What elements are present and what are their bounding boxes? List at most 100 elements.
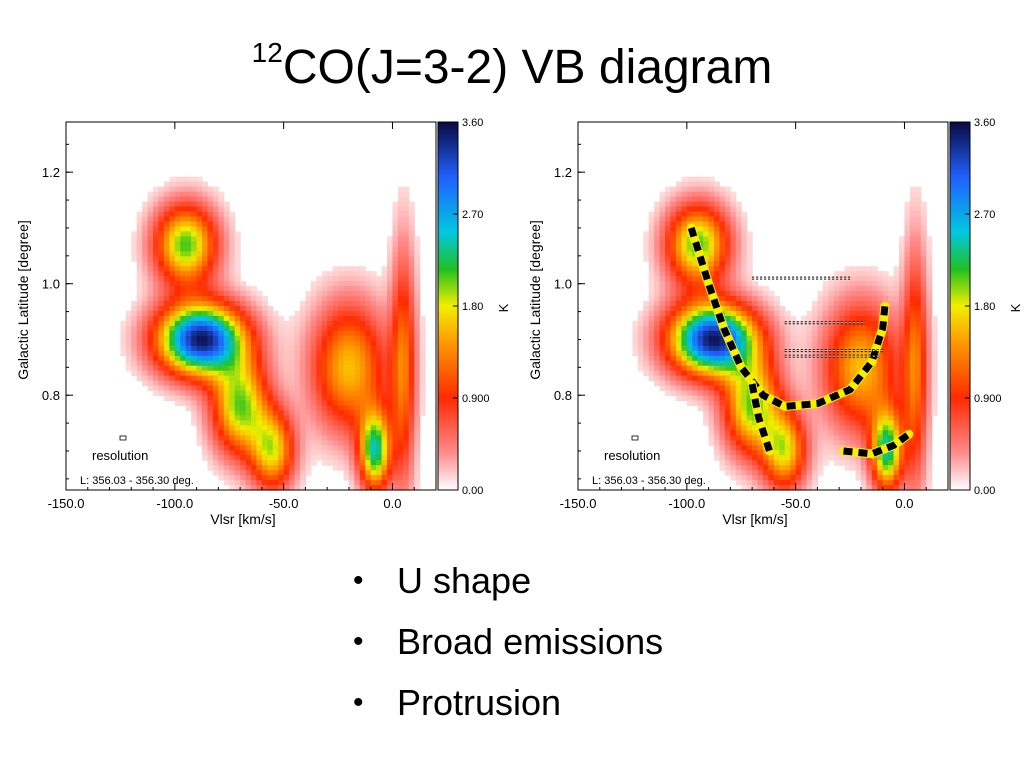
heatmap-cell <box>392 226 399 232</box>
heatmap-cell <box>904 306 911 312</box>
heatmap-cell <box>240 365 247 372</box>
heatmap-cell <box>643 306 650 312</box>
heatmap-cell <box>414 306 421 312</box>
heatmap-cell <box>931 330 938 337</box>
colorbar-tick-label: 2.70 <box>462 209 483 221</box>
heatmap-cell <box>855 325 862 332</box>
heatmap-cell <box>735 390 742 397</box>
heatmap-cell <box>703 415 710 421</box>
heatmap-cell <box>163 181 170 188</box>
heatmap-cell <box>681 350 688 357</box>
heatmap-cell <box>354 400 361 407</box>
heatmap-cell <box>654 221 661 228</box>
heatmap-cell <box>675 256 682 262</box>
heatmap-cell <box>882 365 889 372</box>
heatmap-cell <box>681 201 688 208</box>
heatmap-cell <box>866 430 873 436</box>
heatmap-cell <box>708 315 715 322</box>
heatmap-cell <box>839 360 846 367</box>
heatmap-cell <box>180 286 187 292</box>
heatmap-cell <box>746 236 753 242</box>
heatmap-cell <box>218 450 225 456</box>
heatmap-cell <box>665 236 672 242</box>
heatmap-cell <box>359 375 366 382</box>
heatmap-cell <box>261 405 268 412</box>
heatmap-cell <box>196 385 203 392</box>
heatmap-cell <box>915 211 922 218</box>
heatmap-cell <box>125 315 132 322</box>
heatmap-cell <box>321 425 328 431</box>
heatmap-cell <box>915 291 922 297</box>
heatmap-cell <box>370 385 377 392</box>
heatmap-cell <box>343 310 350 317</box>
heatmap-cell <box>387 380 394 387</box>
heatmap-cell <box>888 296 895 302</box>
heatmap-cell <box>321 276 328 282</box>
heatmap-cell <box>223 206 230 213</box>
heatmap-cell <box>327 335 334 342</box>
heatmap-cell <box>218 196 225 203</box>
heatmap-cell <box>207 365 214 372</box>
heatmap-cell <box>403 291 410 297</box>
heatmap-cell <box>234 410 241 416</box>
heatmap-cell <box>299 405 307 412</box>
heatmap-cell <box>240 450 247 456</box>
y-tick-label: 1.0 <box>554 277 572 292</box>
heatmap-cell <box>654 261 661 267</box>
heatmap-cell <box>169 340 176 347</box>
heatmap-cell <box>408 286 415 292</box>
heatmap-cell <box>855 296 862 302</box>
heatmap-cell <box>899 360 906 367</box>
heatmap-cell <box>218 340 225 347</box>
heatmap-cell <box>403 301 410 307</box>
heatmap-cell <box>136 256 143 262</box>
heatmap-cell <box>686 365 693 372</box>
heatmap-cell <box>212 380 219 387</box>
heatmap-cell <box>893 410 900 416</box>
heatmap-cell <box>310 301 317 307</box>
heatmap-cell <box>218 390 225 397</box>
heatmap-cell <box>730 380 737 387</box>
heatmap-cell <box>397 460 404 466</box>
heatmap-cell <box>370 301 377 307</box>
heatmap-cell <box>261 330 268 337</box>
heatmap-cell <box>153 191 160 198</box>
heatmap-cell <box>686 191 693 198</box>
heatmap-cell <box>871 286 878 292</box>
heatmap-cell <box>305 306 312 312</box>
heatmap-cell <box>397 455 404 461</box>
heatmap-cell <box>408 455 415 461</box>
heatmap-cell <box>196 251 203 257</box>
heatmap-cell <box>659 266 666 272</box>
heatmap-cell <box>893 470 900 476</box>
heatmap-cell <box>180 191 187 198</box>
heatmap-cell <box>153 196 160 203</box>
heatmap-cell <box>735 370 742 377</box>
heatmap-cell <box>741 271 748 277</box>
heatmap-cell <box>724 266 731 272</box>
heatmap-cell <box>915 390 922 397</box>
heatmap-cell <box>392 365 399 372</box>
heatmap-cell <box>665 276 672 282</box>
heatmap-cell <box>387 330 394 337</box>
heatmap-cell <box>299 470 307 476</box>
heatmap-cell <box>784 390 791 397</box>
heatmap-cell <box>866 445 873 451</box>
heatmap-cell <box>316 410 323 416</box>
heatmap-cell <box>724 470 731 476</box>
heatmap-cell <box>261 380 268 387</box>
heatmap-cell <box>240 320 247 327</box>
heatmap-cell <box>909 480 916 486</box>
heatmap-cell <box>904 335 911 342</box>
heatmap-cell <box>289 390 296 397</box>
heatmap-cell <box>207 460 214 466</box>
heatmap-cell <box>811 470 819 476</box>
heatmap-cell <box>926 415 933 421</box>
heatmap-cell <box>147 325 154 332</box>
heatmap-cell <box>904 310 911 317</box>
heatmap-cell <box>920 320 927 327</box>
heatmap-cell <box>779 450 786 456</box>
heatmap-cell <box>370 370 377 377</box>
heatmap-cell <box>714 335 721 342</box>
